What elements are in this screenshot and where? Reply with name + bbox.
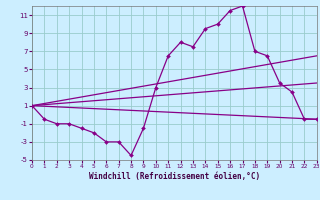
X-axis label: Windchill (Refroidissement éolien,°C): Windchill (Refroidissement éolien,°C): [89, 172, 260, 181]
